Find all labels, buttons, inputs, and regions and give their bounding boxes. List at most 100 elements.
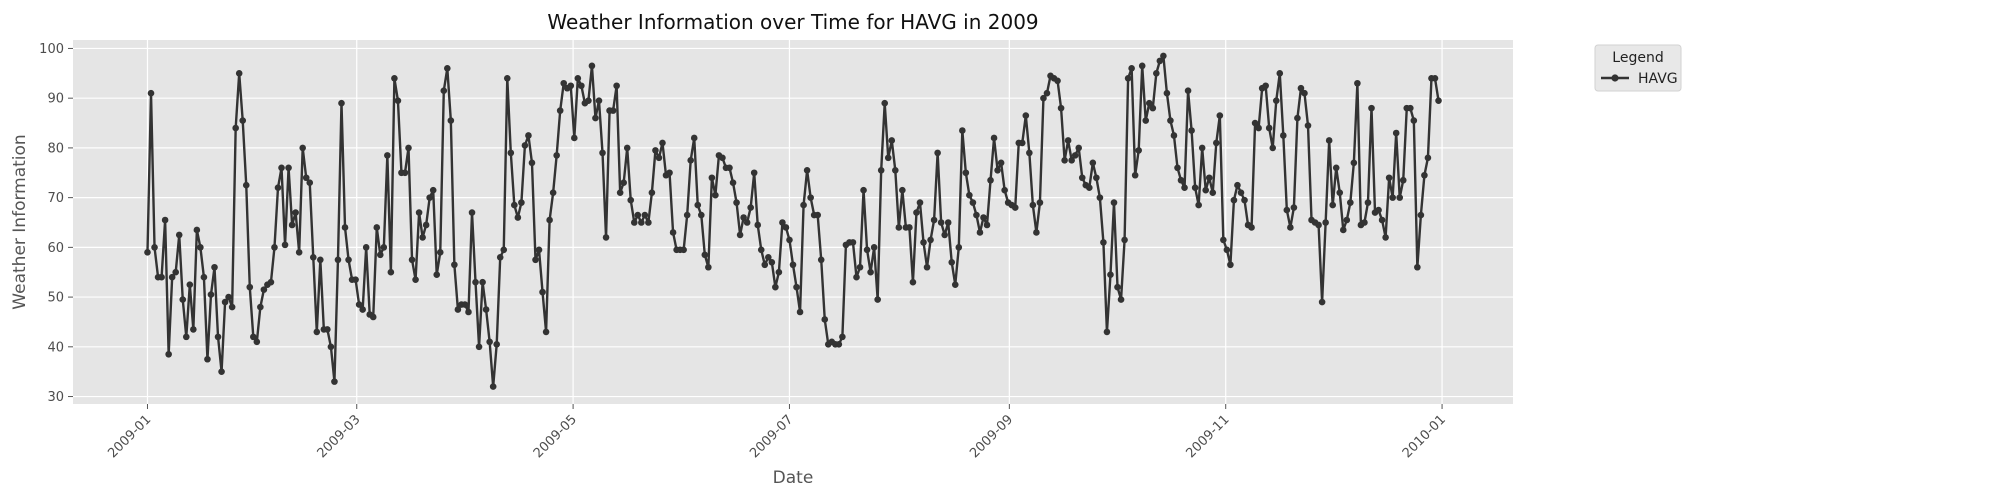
- data-point: [179, 296, 187, 303]
- data-point: [327, 343, 335, 351]
- data-point: [1269, 144, 1277, 152]
- data-point: [158, 273, 165, 281]
- data-point: [1167, 117, 1174, 124]
- data-point: [666, 169, 673, 177]
- data-point: [482, 306, 490, 313]
- y-tick-label-100: 100: [39, 42, 64, 57]
- data-point: [690, 134, 698, 142]
- data-point: [1332, 164, 1340, 172]
- data-point: [214, 333, 222, 341]
- data-point: [899, 186, 906, 194]
- data-point: [976, 229, 984, 236]
- data-point: [1315, 221, 1322, 229]
- data-point: [1272, 97, 1280, 104]
- data-point: [1216, 112, 1224, 119]
- legend: Legend HAVG: [1594, 44, 1682, 92]
- data-point: [475, 343, 483, 351]
- y-tick-label-50: 50: [47, 291, 64, 306]
- data-point: [620, 179, 627, 187]
- data-point: [1234, 181, 1241, 189]
- data-point: [884, 154, 892, 162]
- data-point: [528, 159, 536, 167]
- data-point: [743, 219, 751, 226]
- data-point: [345, 256, 352, 264]
- data-point: [1107, 271, 1114, 279]
- data-point: [1304, 122, 1312, 129]
- x-tick-label-2009-03: 2009-03: [315, 412, 364, 461]
- data-point: [1064, 137, 1072, 144]
- data-point: [338, 99, 345, 107]
- data-point: [521, 142, 529, 149]
- data-point: [271, 244, 278, 251]
- data-point: [352, 276, 359, 283]
- y-tick-label-30: 30: [47, 390, 64, 405]
- data-point: [147, 89, 155, 97]
- data-point: [204, 355, 211, 363]
- data-point: [959, 127, 966, 134]
- data-point: [419, 234, 426, 241]
- data-point: [168, 273, 176, 281]
- data-point: [1117, 296, 1125, 303]
- data-point: [870, 244, 878, 251]
- data-point: [571, 134, 578, 142]
- data-point: [281, 241, 289, 249]
- data-point: [190, 326, 197, 333]
- data-point: [278, 164, 285, 172]
- data-point: [549, 189, 557, 196]
- data-point: [1276, 70, 1284, 77]
- data-point: [380, 244, 388, 251]
- data-point: [609, 107, 617, 114]
- data-point: [1121, 236, 1128, 244]
- data-point: [186, 281, 194, 288]
- data-point: [295, 249, 303, 256]
- data-point: [634, 211, 642, 219]
- data-point: [793, 283, 800, 291]
- data-point: [324, 326, 331, 333]
- data-point: [761, 261, 769, 269]
- data-point: [796, 308, 804, 316]
- data-point: [1181, 184, 1188, 191]
- data-point: [1195, 201, 1202, 209]
- data-point: [821, 316, 829, 323]
- data-point: [800, 201, 807, 209]
- data-point: [391, 74, 398, 82]
- data-point: [288, 221, 296, 229]
- data-point: [235, 70, 243, 77]
- data-point: [1153, 70, 1160, 77]
- data-point: [1392, 129, 1400, 137]
- data-point: [246, 283, 254, 291]
- data-point: [944, 219, 952, 226]
- vertical-gridlines: [146, 40, 1443, 404]
- data-point: [408, 256, 416, 264]
- data-point: [211, 263, 218, 271]
- y-axis-label: Weather Information: [10, 134, 30, 309]
- data-point: [306, 179, 314, 187]
- data-point: [983, 221, 991, 229]
- data-point: [1096, 194, 1104, 201]
- data-point: [253, 338, 261, 346]
- data-point: [712, 191, 719, 199]
- data-point: [1248, 224, 1255, 231]
- data-point: [592, 114, 599, 122]
- data-point: [645, 219, 652, 226]
- data-point: [242, 181, 250, 189]
- data-point: [1093, 174, 1100, 182]
- data-point: [359, 306, 366, 313]
- data-point: [923, 263, 931, 271]
- data-point: [962, 169, 970, 177]
- data-point: [740, 214, 747, 221]
- data-point: [729, 179, 737, 187]
- data-point: [334, 256, 342, 264]
- data-point: [775, 268, 783, 276]
- data-point: [387, 268, 395, 276]
- data-point: [1209, 189, 1217, 196]
- data-point: [1191, 184, 1199, 191]
- data-point: [317, 256, 324, 264]
- data-point: [376, 251, 384, 259]
- data-point: [384, 152, 391, 159]
- data-point: [616, 189, 624, 196]
- data-point: [595, 97, 603, 104]
- data-point: [313, 328, 321, 336]
- data-point: [292, 209, 299, 216]
